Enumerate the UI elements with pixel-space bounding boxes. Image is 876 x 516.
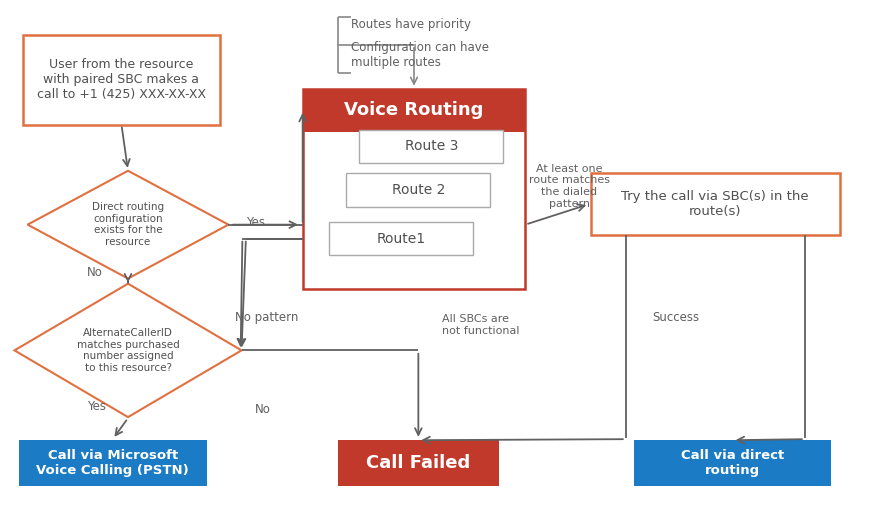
Text: Route 3: Route 3 — [405, 139, 458, 153]
FancyBboxPatch shape — [359, 130, 504, 163]
Text: Call via Microsoft
Voice Calling (PSTN): Call via Microsoft Voice Calling (PSTN) — [36, 449, 189, 477]
FancyBboxPatch shape — [590, 173, 840, 235]
FancyBboxPatch shape — [634, 440, 831, 487]
Text: Success: Success — [652, 311, 699, 324]
Text: No pattern: No pattern — [235, 311, 299, 324]
Text: All SBCs are
not functional: All SBCs are not functional — [442, 314, 519, 335]
Polygon shape — [27, 171, 229, 279]
Text: User from the resource
with paired SBC makes a
call to +1 (425) XXX-XX-XX: User from the resource with paired SBC m… — [37, 58, 206, 101]
FancyBboxPatch shape — [24, 35, 220, 124]
FancyBboxPatch shape — [302, 89, 526, 132]
FancyBboxPatch shape — [19, 440, 207, 487]
Text: Configuration can have
multiple routes: Configuration can have multiple routes — [350, 41, 489, 69]
Text: Route1: Route1 — [377, 232, 426, 246]
Text: No: No — [87, 266, 102, 279]
Text: At least one
route matches
the dialed
pattern: At least one route matches the dialed pa… — [529, 164, 610, 208]
FancyBboxPatch shape — [302, 89, 526, 289]
Text: Try the call via SBC(s) in the
route(s): Try the call via SBC(s) in the route(s) — [621, 190, 809, 218]
Polygon shape — [15, 284, 242, 417]
Text: AlternateCallerID
matches purchased
number assigned
to this resource?: AlternateCallerID matches purchased numb… — [76, 328, 180, 373]
Text: Route 2: Route 2 — [392, 183, 445, 197]
FancyBboxPatch shape — [328, 222, 473, 255]
Text: Voice Routing: Voice Routing — [344, 102, 484, 119]
Text: Call Failed: Call Failed — [366, 454, 470, 472]
Text: Routes have priority: Routes have priority — [350, 18, 470, 31]
FancyBboxPatch shape — [346, 173, 491, 207]
Text: Yes: Yes — [87, 400, 106, 413]
Text: Direct routing
configuration
exists for the
resource: Direct routing configuration exists for … — [92, 202, 164, 247]
FancyBboxPatch shape — [337, 440, 499, 487]
Text: No: No — [255, 403, 271, 416]
Text: Yes: Yes — [246, 216, 265, 229]
Text: Call via direct
routing: Call via direct routing — [681, 449, 784, 477]
